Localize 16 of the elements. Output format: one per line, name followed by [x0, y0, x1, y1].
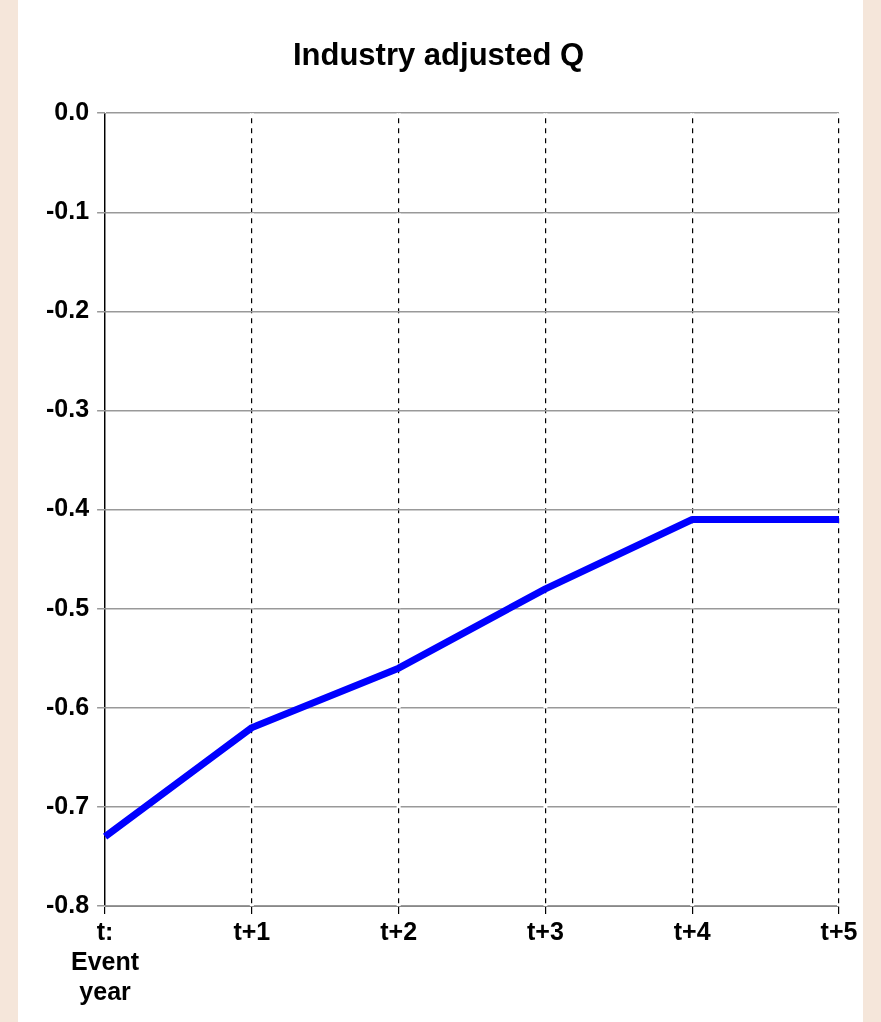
y-tick-label: -0.3 [45, 394, 90, 423]
y-tick-label: -0.7 [45, 790, 90, 819]
x-tick-label: t+4 [673, 916, 711, 945]
y-tick-label: -0.1 [45, 196, 90, 225]
y-tick-label: -0.8 [45, 889, 90, 918]
x-tick-label: t+5 [820, 916, 858, 945]
y-tick-label: 0.0 [54, 97, 90, 126]
y-tick-label: -0.6 [45, 691, 90, 720]
x-tick-label: t+3 [527, 916, 564, 945]
y-tick-label: -0.5 [45, 592, 90, 621]
y-tick-label: -0.2 [45, 295, 90, 324]
chart-title: Industry adjusted Q [292, 37, 585, 73]
x-tick-label: t: Event year [71, 916, 140, 1005]
y-tick-label: -0.4 [45, 493, 90, 522]
x-tick-label: t+2 [380, 916, 418, 945]
x-tick-label: t+1 [233, 916, 271, 945]
